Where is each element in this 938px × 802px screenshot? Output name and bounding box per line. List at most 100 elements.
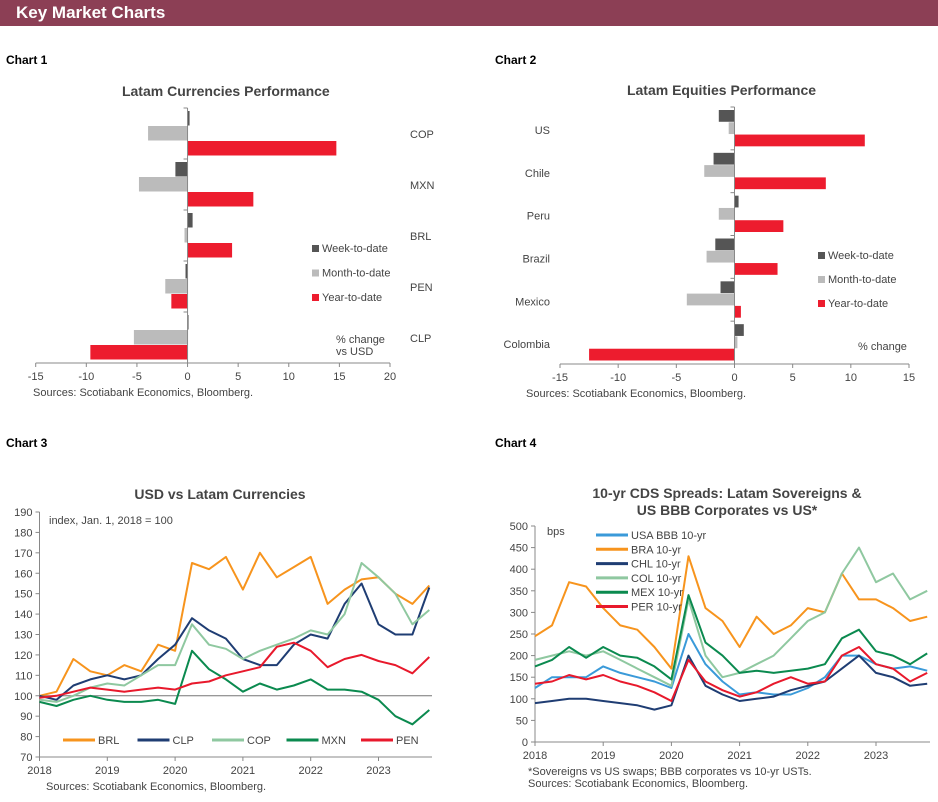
y-tick-label: 350 (510, 586, 528, 598)
category-label: US (535, 125, 550, 137)
bar-month-to-date-chile (704, 165, 735, 177)
bar-year-to-date-peru (734, 220, 784, 232)
chart-2-label: Chart 2 (495, 53, 537, 67)
y-tick-label: 100 (510, 694, 528, 706)
y-tick-label: 160 (14, 568, 32, 580)
legend-label: COL 10-yr (631, 573, 682, 585)
x-tick-label: 2022 (298, 765, 322, 777)
x-tick-label: 15 (333, 371, 345, 383)
bar-month-to-date-brazil (706, 250, 735, 263)
category-label: BRL (410, 231, 431, 243)
source-note: Sources: Scotiabank Economics, Bloomberg… (46, 781, 266, 793)
legend-label: MXN (322, 735, 347, 747)
legend-label: CLP (173, 735, 194, 747)
bar-month-to-date-mexico (686, 293, 735, 306)
bar-week-to-date-peru (734, 195, 739, 208)
source-note: Sources: Scotiabank Economics, Bloomberg… (526, 388, 746, 400)
y-tick-label: 0 (522, 737, 528, 749)
bar-month-to-date-colombia (734, 336, 738, 349)
x-tick-label: 20 (384, 371, 396, 383)
legend-label: Week-to-date (322, 243, 388, 255)
series-line-col-10-yr (534, 546, 928, 687)
bar-week-to-date-cop (187, 111, 190, 126)
bar-year-to-date-mexico (734, 305, 741, 318)
y-axis-unit-label: bps (547, 526, 565, 538)
series-line-chl-10-yr (534, 654, 928, 711)
legend-label: BRL (98, 735, 119, 747)
page-title-banner: Key Market Charts (0, 0, 938, 26)
x-tick-label: 5 (790, 372, 796, 384)
y-tick-label: 190 (14, 507, 32, 519)
chart-4-label: Chart 4 (495, 436, 537, 450)
legend-swatch-2 (818, 300, 825, 307)
x-tick-label: 5 (235, 371, 241, 383)
bar-year-to-date-brl (187, 243, 233, 258)
category-label: COP (410, 129, 434, 141)
bar-week-to-date-us (718, 110, 735, 122)
series-line-usa-bbb-10-yr (534, 633, 928, 696)
legend-label: Month-to-date (828, 274, 896, 286)
y-tick-label: 100 (14, 691, 32, 703)
y-tick-label: 50 (516, 715, 528, 727)
unit-note: % change (336, 334, 385, 346)
x-tick-label: -10 (610, 372, 626, 384)
series-line-per-10-yr (534, 646, 928, 702)
bar-year-to-date-mxn (187, 192, 254, 207)
y-tick-label: 400 (510, 564, 528, 576)
y-tick-label: 150 (510, 672, 528, 684)
bar-week-to-date-colombia (734, 324, 744, 336)
y-tick-label: 180 (14, 527, 32, 539)
bar-month-to-date-cop (148, 126, 188, 141)
legend-swatch-0 (818, 252, 825, 259)
x-tick-label: 10 (845, 372, 857, 384)
legend-label: Year-to-date (322, 292, 382, 304)
bar-week-to-date-brazil (715, 238, 735, 251)
x-tick-label: 2018 (27, 765, 51, 777)
y-tick-label: 200 (510, 651, 528, 663)
chart-title: 10-yr CDS Spreads: Latam Sovereigns & (592, 485, 861, 501)
legend-label: COP (247, 735, 271, 747)
series-line-clp (39, 582, 431, 701)
bar-week-to-date-mxn (175, 162, 188, 177)
series-line-brl (39, 551, 431, 697)
x-tick-label: 2020 (163, 765, 187, 777)
legend-swatch-1 (312, 269, 319, 277)
y-tick-label: 130 (14, 630, 32, 642)
chart-title: USD vs Latam Currencies (134, 486, 305, 502)
y-tick-label: 80 (20, 732, 32, 744)
bar-year-to-date-us (734, 134, 865, 147)
x-tick-label: 2022 (796, 750, 820, 762)
bar-week-to-date-brl (187, 213, 193, 228)
legend-swatch-1 (818, 276, 825, 283)
x-tick-label: 2023 (864, 750, 888, 762)
x-tick-label: 2019 (95, 765, 119, 777)
x-tick-label: 2023 (366, 765, 390, 777)
chart-1-label: Chart 1 (6, 53, 48, 67)
bar-month-to-date-clp (133, 330, 188, 345)
legend-swatch-2 (312, 294, 319, 301)
category-label: Peru (527, 211, 550, 223)
bar-month-to-date-mxn (138, 177, 188, 192)
x-tick-label: 10 (283, 371, 295, 383)
bar-year-to-date-colombia (589, 348, 735, 361)
bar-year-to-date-chile (734, 177, 826, 190)
series-line-bra-10-yr (534, 555, 928, 670)
category-label: Colombia (504, 339, 551, 351)
chart-annotation: index, Jan. 1, 2018 = 100 (49, 515, 173, 527)
bar-month-to-date-peru (718, 207, 735, 220)
category-label: Mexico (515, 296, 550, 308)
y-tick-label: 90 (20, 711, 32, 723)
chart-title: Latam Currencies Performance (122, 83, 330, 99)
category-label: Brazil (522, 254, 550, 266)
category-label: MXN (410, 180, 435, 192)
unit-note: vs USD (336, 346, 373, 358)
chart-title: Latam Equities Performance (627, 82, 816, 98)
x-tick-label: 2018 (523, 750, 547, 762)
y-tick-label: 450 (510, 543, 528, 555)
series-line-cop (39, 562, 430, 703)
x-tick-label: 0 (731, 372, 737, 384)
legend-label: CHL 10-yr (631, 559, 681, 571)
legend-label: Month-to-date (322, 268, 390, 280)
series-line-mxn (39, 649, 430, 726)
